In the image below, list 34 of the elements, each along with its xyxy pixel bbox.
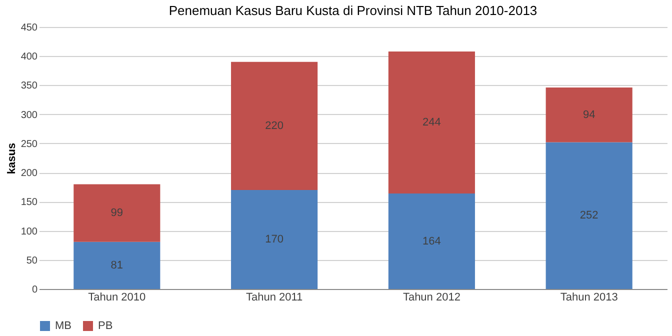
bar <box>546 88 632 142</box>
y-tick-label: 200 <box>20 168 38 180</box>
y-axis-title: kasus <box>6 142 18 174</box>
legend-label: PB <box>98 320 113 332</box>
data-label: 252 <box>580 210 598 222</box>
y-tick-label: 150 <box>20 197 38 208</box>
data-label: 94 <box>582 108 596 121</box>
bar <box>74 242 160 289</box>
y-tick-label: 350 <box>20 80 38 92</box>
y-tick-label: 50 <box>26 255 38 266</box>
data-label: 244 <box>422 116 441 128</box>
chart-title: Penemuan Kasus Baru Kusta di Provinsi NTB Tahun 2010-2013 <box>168 3 538 18</box>
bar <box>388 194 475 289</box>
y-tick-label: 400 <box>20 52 38 63</box>
y-tick-label: 250 <box>20 138 38 150</box>
data-label: 164 <box>422 235 441 248</box>
bar <box>546 142 632 289</box>
data-label: 99 <box>110 207 124 220</box>
y-tick-label: 100 <box>20 226 38 238</box>
y-tick-label: 0 <box>32 284 38 296</box>
x-tick-label: Tahun 2010 <box>88 292 146 304</box>
legend-label: MB <box>55 320 72 332</box>
x-tick-label: Tahun 2011 <box>246 292 303 304</box>
x-tick-label: Tahun 2013 <box>560 292 618 304</box>
data-label: 81 <box>110 259 124 272</box>
data-label: 170 <box>265 234 284 246</box>
y-tick-label: 300 <box>20 110 38 121</box>
data-label: 220 <box>265 120 284 132</box>
x-tick-label: Tahun 2012 <box>402 292 460 304</box>
bar <box>74 184 160 242</box>
bar <box>231 62 318 190</box>
y-tick-label: 450 <box>20 22 38 34</box>
bar <box>388 51 475 194</box>
bar <box>231 190 318 289</box>
